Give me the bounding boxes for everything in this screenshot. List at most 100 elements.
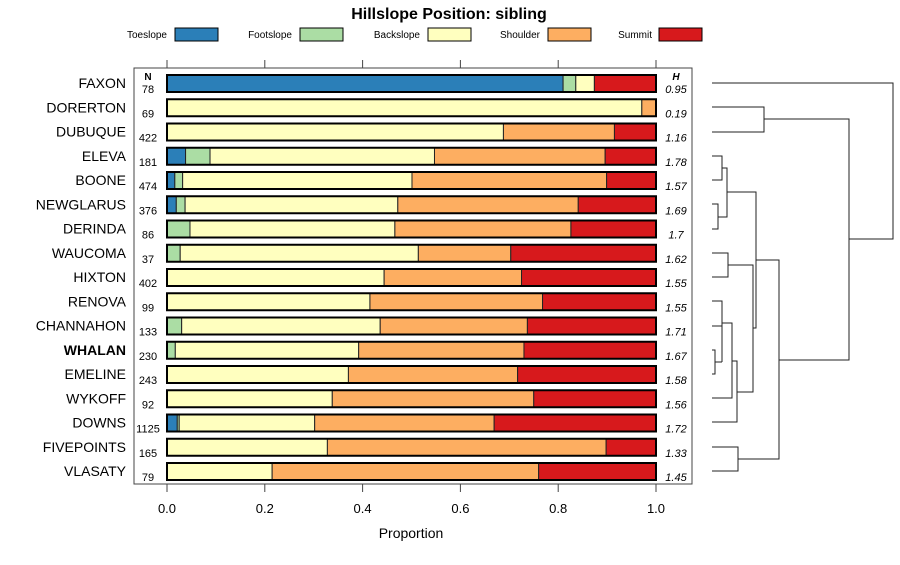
bar-segment-footslope xyxy=(175,195,186,214)
dendrogram xyxy=(712,82,894,472)
n-value: 78 xyxy=(142,84,154,96)
category-label: DUBUQUE xyxy=(56,124,126,140)
bar-row-whalan: WHALAN 230 1.67 xyxy=(64,340,688,363)
chart-title: Hillslope Position: sibling xyxy=(351,6,547,23)
bar-segment-toeslope xyxy=(166,171,176,190)
bar-row-newglarus: NEWGLARUS 376 1.69 xyxy=(36,195,687,217)
bar-segment-footslope xyxy=(166,317,183,335)
bar-segment-shoulder xyxy=(417,244,512,263)
bar-segment-backslope xyxy=(182,171,413,190)
category-label: WHALAN xyxy=(64,342,126,358)
bar-segment-footslope xyxy=(174,171,184,190)
x-axis-label: Proportion xyxy=(379,525,444,541)
bar-row-downs: DOWNS 1125 1.72 xyxy=(72,413,687,436)
h-value: 0.19 xyxy=(665,108,686,120)
bar-segment-footslope xyxy=(166,220,191,238)
n-value: 133 xyxy=(139,327,157,339)
bar-segment-backslope xyxy=(166,389,333,408)
category-label: HIXTON xyxy=(73,269,126,285)
bar-segment-shoulder xyxy=(326,438,607,457)
bar-outline xyxy=(166,243,657,263)
bar-segment-backslope xyxy=(174,341,360,360)
x-tick-label: 0.0 xyxy=(158,501,176,516)
bar-segment-summit xyxy=(593,74,657,93)
bar-row-emeline: EMELINE 243 1.58 xyxy=(65,365,688,387)
bar-outline xyxy=(166,389,657,409)
bar-segment-summit xyxy=(605,438,657,457)
n-value: 422 xyxy=(139,133,157,145)
bar-segment-backslope xyxy=(166,438,328,457)
bar-segment-shoulder xyxy=(394,220,572,238)
legend: Toeslope Footslope Backslope Shoulder Summit xyxy=(127,27,703,42)
bar-segment-summit xyxy=(613,123,657,141)
n-value: 92 xyxy=(142,399,154,411)
n-value: 230 xyxy=(139,351,157,363)
category-label: DORERTON xyxy=(46,99,126,115)
h-value: 1.67 xyxy=(665,351,687,363)
legend-swatch-backslope xyxy=(427,27,472,42)
bar-segment-summit xyxy=(604,147,657,166)
bar-segment-footslope xyxy=(166,244,181,263)
bar-segment-backslope xyxy=(209,147,435,166)
n-value: 376 xyxy=(139,205,157,217)
category-label: DERINDA xyxy=(63,221,127,237)
bar-row-derinda: DERINDA 86 1.7 xyxy=(63,219,685,242)
bar-segment-summit xyxy=(526,317,657,335)
bar-row-eleva: ELEVA 181 1.78 xyxy=(82,146,688,169)
bar-segment-shoulder xyxy=(314,414,495,432)
legend-swatch-summit xyxy=(658,27,703,42)
bar-segment-shoulder xyxy=(347,365,519,384)
legend-label-footslope: Footslope xyxy=(248,30,292,41)
n-value: 99 xyxy=(142,302,154,314)
bar-segment-shoulder xyxy=(331,389,535,408)
bar-segment-summit xyxy=(510,244,657,263)
category-label: CHANNAHON xyxy=(36,318,126,334)
bar-segment-backslope xyxy=(181,317,381,335)
bar-segment-summit xyxy=(517,365,657,384)
bar-segment-backslope xyxy=(189,220,396,238)
bar-segment-backslope xyxy=(179,244,419,263)
h-value: 1.55 xyxy=(665,302,687,314)
category-label: RENOVA xyxy=(68,293,127,309)
bar-outline xyxy=(166,195,657,215)
n-value: 165 xyxy=(139,448,157,460)
n-header: N xyxy=(144,72,151,83)
bar-outline xyxy=(166,365,657,384)
bar-row-dorerton: DORERTON 69 0.19 xyxy=(46,98,687,120)
x-tick-label: 0.4 xyxy=(354,501,372,516)
x-axis: 0.0 0.2 0.4 0.6 0.8 1.0 xyxy=(158,60,665,516)
bar-segment-summit xyxy=(523,341,657,360)
bar-segment-summit xyxy=(521,268,657,287)
category-label: WYKOFF xyxy=(66,390,126,406)
bar-segment-shoulder xyxy=(502,123,615,141)
bar-outline xyxy=(166,437,657,457)
bar-row-waucoma: WAUCOMA 37 1.62 xyxy=(52,243,687,266)
bar-segment-shoulder xyxy=(397,195,579,214)
h-header: H xyxy=(672,72,680,83)
bar-segment-backslope xyxy=(166,365,349,384)
bar-segment-shoulder xyxy=(383,268,523,287)
category-label: BOONE xyxy=(75,172,126,188)
bar-segment-shoulder xyxy=(358,341,525,360)
h-value: 1.78 xyxy=(665,157,687,169)
bar-segment-toeslope xyxy=(166,147,187,166)
bar-outline xyxy=(166,74,657,93)
legend-swatch-footslope xyxy=(299,27,344,42)
n-value: 79 xyxy=(142,472,154,484)
category-label: VLASATY xyxy=(64,463,127,479)
h-value: 1.72 xyxy=(665,424,686,436)
x-tick-label: 0.6 xyxy=(451,501,469,516)
bar-row-fivepoints: FIVEPOINTS 165 1.33 xyxy=(43,437,688,460)
bar-segment-summit xyxy=(570,220,657,238)
n-value: 1125 xyxy=(136,424,160,436)
n-value: 474 xyxy=(139,181,157,193)
n-value: 181 xyxy=(139,157,157,169)
bar-outline xyxy=(166,146,657,166)
h-value: 1.62 xyxy=(665,254,686,266)
bar-segment-toeslope xyxy=(166,74,564,93)
bar-segment-toeslope xyxy=(166,195,177,214)
legend-label-backslope: Backslope xyxy=(374,30,421,41)
bar-row-renova: RENOVA 99 1.55 xyxy=(68,292,688,314)
